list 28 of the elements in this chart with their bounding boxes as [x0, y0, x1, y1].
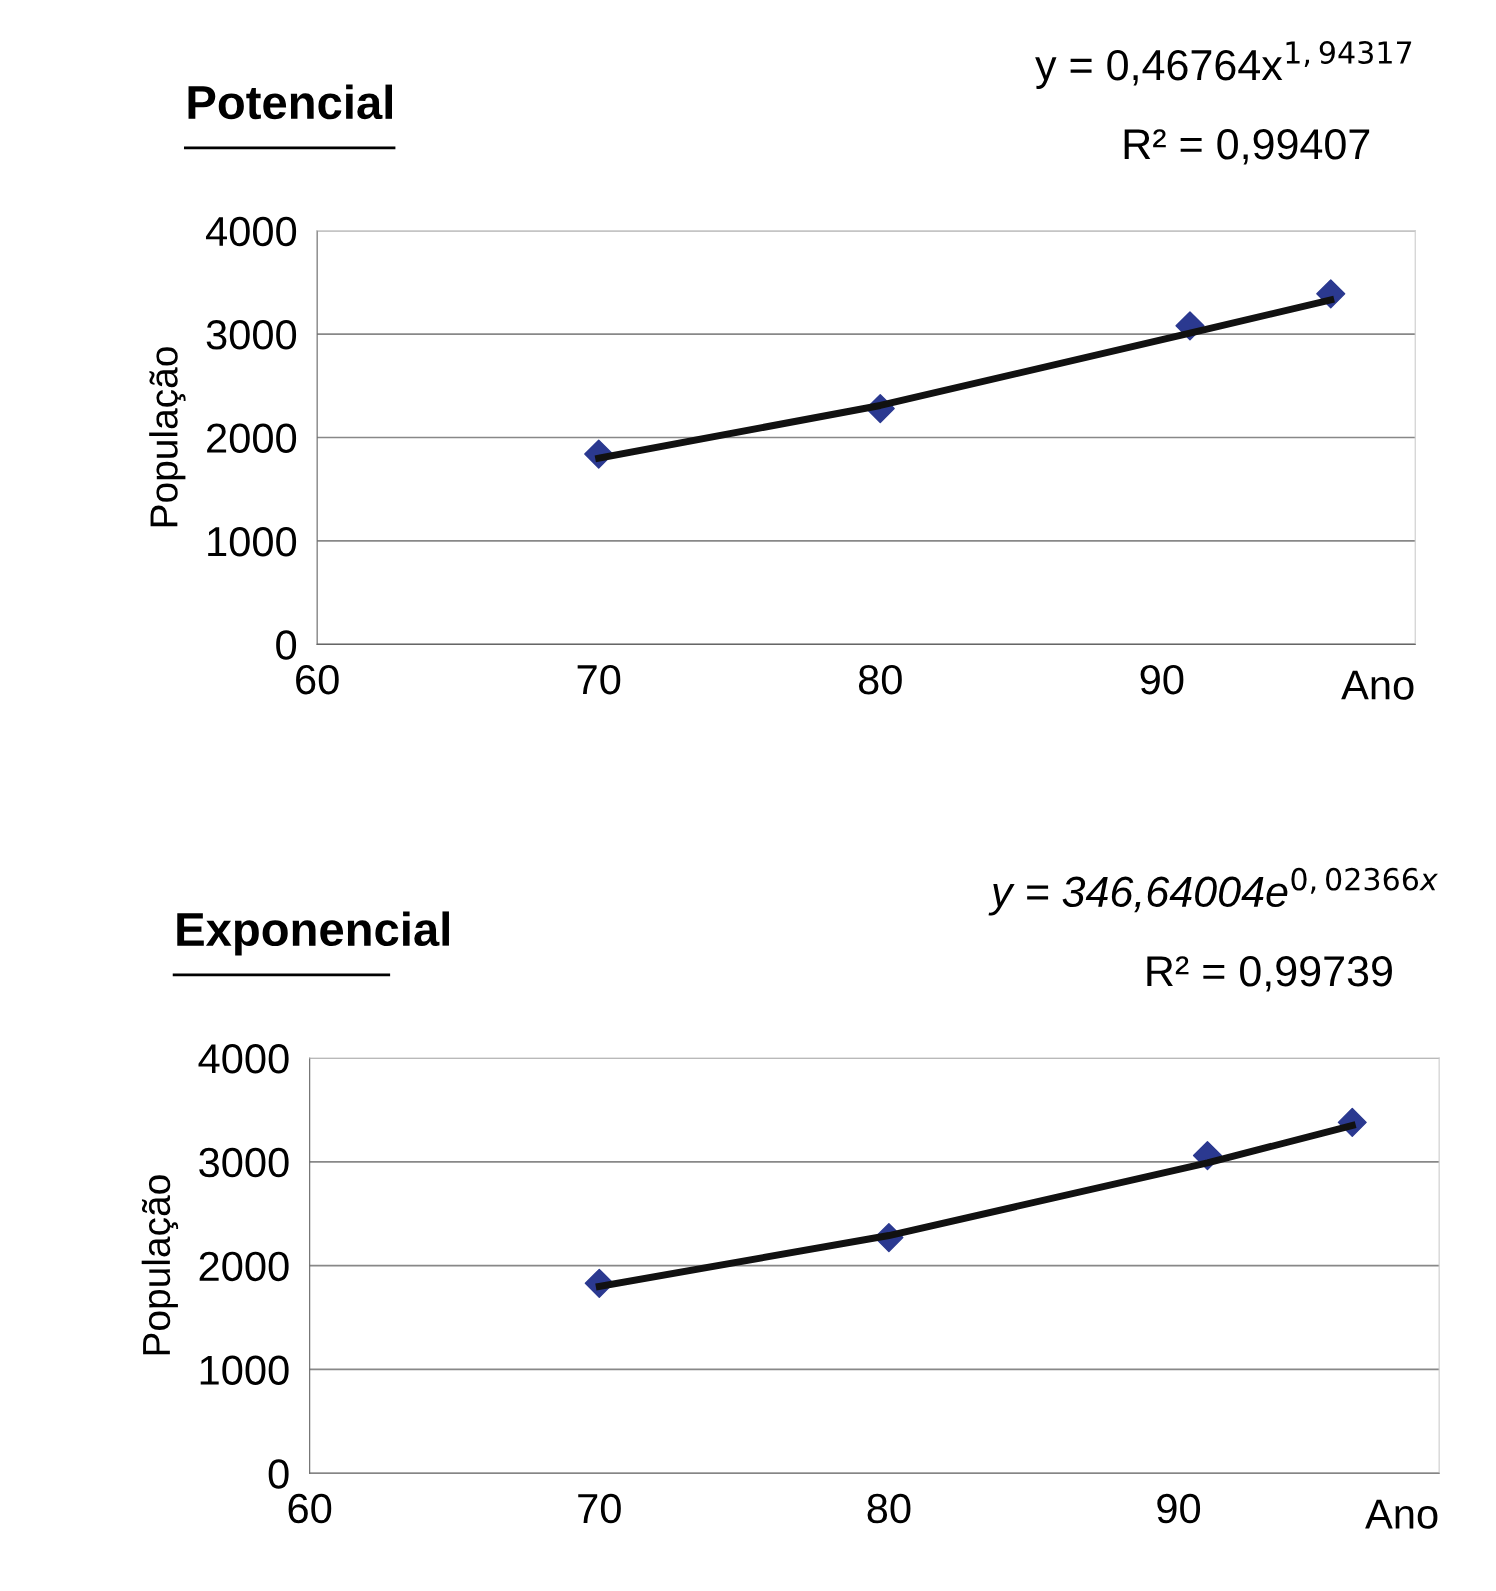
x-tick-label: 60	[296, 664, 339, 695]
x-axis-title: Ano	[1365, 1499, 1438, 1529]
x-tick-label: 80	[867, 1493, 911, 1524]
y-tick-label: 4000	[205, 216, 297, 247]
y-tick-label: 3000	[206, 320, 297, 350]
y-tick-label: 3000	[199, 1147, 289, 1178]
y-tick-label: 2000	[207, 423, 297, 454]
x-tick-label: 70	[577, 664, 621, 695]
y-tick-label: 1000	[208, 526, 297, 557]
text: y = 0,46764x$^{1,94317}$	[1035, 41, 1412, 89]
y-tick-label: 0	[276, 630, 297, 660]
y-tick-label: 2000	[199, 1251, 289, 1282]
text: R² = 0,99739	[1147, 956, 1392, 992]
x-tick-label: 80	[858, 664, 902, 695]
y-axis-title: População	[141, 1175, 179, 1355]
x-tick-label: 90	[1157, 1493, 1201, 1524]
chart-title: Exponencial	[177, 911, 449, 956]
y-axis-title: População	[149, 347, 186, 527]
text: y = 346,64004e$^{0,02366x}$	[988, 867, 1439, 916]
text: R² = 0,99407	[1124, 129, 1370, 165]
y-tick-label: 0	[268, 1459, 289, 1489]
x-tick-label: 60	[288, 1493, 332, 1524]
y-tick-label: 4000	[198, 1044, 289, 1074]
y-tick-label: 1000	[200, 1355, 289, 1385]
x-axis-title: Ano	[1341, 670, 1414, 700]
x-tick-label: 90	[1140, 664, 1184, 695]
chart-title: Potencial	[188, 84, 392, 120]
x-tick-label: 70	[578, 1493, 621, 1524]
